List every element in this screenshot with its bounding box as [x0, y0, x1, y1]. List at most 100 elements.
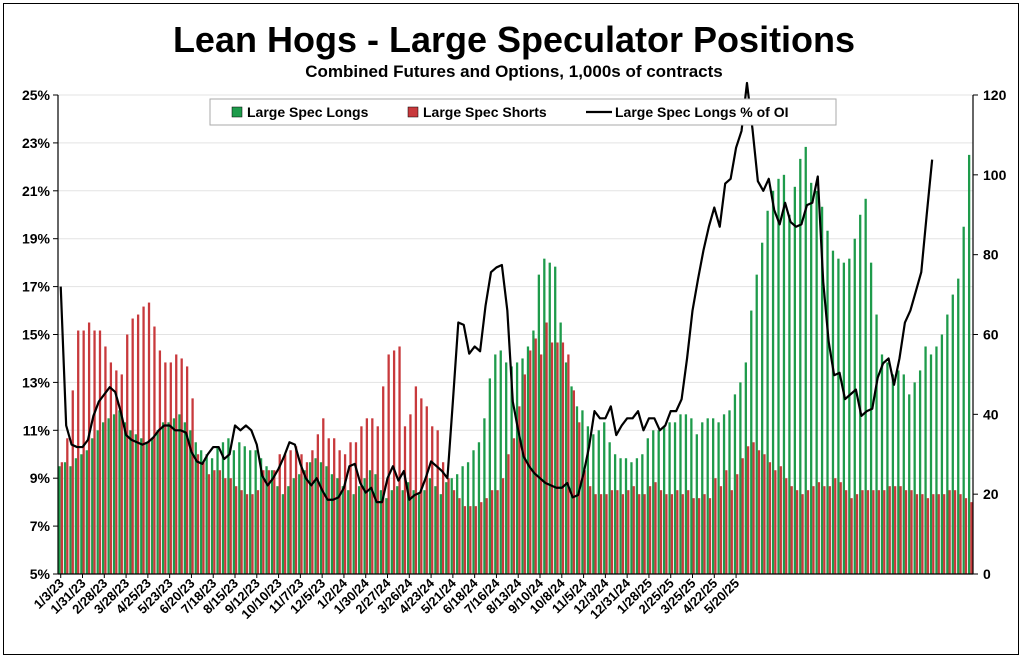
bar-long: [412, 490, 415, 574]
bar-short: [959, 494, 962, 574]
bar-long: [466, 462, 470, 574]
bar-short: [185, 366, 189, 574]
bar-short: [654, 482, 657, 574]
bar-long: [826, 230, 829, 574]
legend-label: Large Spec Longs % of OI: [615, 104, 788, 120]
chart-svg: Lean Hogs - Large Speculator Positions C…: [22, 19, 1007, 622]
bar-short: [523, 374, 526, 574]
bar-long: [303, 470, 306, 574]
bar-long: [172, 418, 176, 574]
bar-long: [281, 494, 285, 574]
bar-short: [327, 438, 330, 574]
bar-long: [428, 478, 432, 574]
bar-short: [665, 494, 668, 574]
bar-long: [771, 190, 775, 575]
bar-short: [839, 482, 842, 574]
bar-long: [189, 430, 192, 574]
bar-short: [894, 486, 897, 574]
bar-short: [474, 506, 477, 574]
bar-long: [967, 154, 971, 575]
bar-long: [662, 426, 666, 574]
bar-short: [485, 498, 488, 574]
bar-long: [379, 490, 383, 574]
bar-short: [71, 390, 74, 574]
bar-short: [697, 498, 701, 574]
bar-short: [115, 370, 118, 574]
bar-long: [456, 474, 459, 574]
bar-long: [744, 362, 747, 574]
bar-long: [85, 450, 88, 574]
bar-short: [425, 406, 428, 574]
bar-short: [556, 342, 559, 574]
bar-long: [761, 242, 764, 574]
bar-short: [305, 462, 309, 574]
bar-short: [289, 450, 292, 574]
bar-long: [134, 434, 137, 574]
bar-short: [136, 314, 140, 574]
bar-long: [276, 486, 279, 574]
bar-short: [387, 354, 390, 574]
bar-short: [817, 482, 821, 574]
bar-long: [140, 438, 143, 574]
bar-short: [774, 470, 777, 574]
bar-long: [902, 374, 905, 574]
bar-short: [403, 426, 407, 574]
bar-long: [554, 266, 557, 574]
bar-long: [575, 406, 579, 574]
bar-long: [875, 314, 878, 574]
left-tick-label: 7%: [30, 518, 51, 534]
bar-short: [60, 462, 64, 574]
line-group: [59, 81, 934, 504]
bar-long: [897, 370, 900, 574]
bar-short: [153, 326, 156, 574]
bar-short: [545, 322, 548, 574]
bar-short: [670, 494, 674, 574]
line-longs-pct-oi: [59, 81, 934, 504]
bar-short: [501, 478, 505, 574]
bar-short: [245, 494, 249, 574]
bar-long: [390, 490, 393, 574]
bar-long: [722, 414, 726, 574]
bar-short: [899, 486, 902, 574]
bar-short: [910, 490, 913, 574]
bar-long: [423, 490, 426, 574]
bar-short: [490, 490, 494, 574]
bar-short: [207, 474, 211, 574]
bar-short: [480, 502, 483, 574]
bar-short: [823, 486, 826, 574]
bar-short: [583, 470, 586, 574]
bar-short: [196, 454, 200, 574]
bar-long: [586, 426, 590, 574]
bar-short: [806, 490, 810, 574]
bar-short: [550, 342, 554, 574]
bar-short: [572, 390, 575, 574]
right-tick-label: 40: [983, 406, 999, 422]
bar-long: [712, 418, 715, 574]
bar-short: [850, 498, 853, 574]
bar-long: [842, 262, 846, 574]
bar-short: [224, 478, 227, 574]
bar-long: [96, 430, 99, 574]
bar-long: [265, 466, 268, 574]
bar-short: [338, 450, 341, 574]
bar-short: [855, 494, 859, 574]
bar-long: [385, 498, 388, 574]
bar-long: [940, 334, 944, 574]
bar-short: [790, 486, 793, 574]
bar-long: [374, 474, 377, 574]
bar-short: [284, 454, 287, 574]
chart-subtitle: Combined Futures and Options, 1,000s of …: [305, 62, 723, 81]
bar-long: [886, 362, 889, 574]
bar-short: [420, 398, 423, 574]
bar-short: [877, 490, 880, 574]
left-tick-label: 19%: [22, 231, 51, 247]
bar-short: [371, 418, 374, 574]
bar-short: [741, 458, 744, 574]
bar-short: [687, 490, 690, 574]
bar-short: [463, 506, 467, 574]
bar-short: [256, 490, 260, 574]
bar-long: [646, 438, 649, 574]
bar-long: [788, 214, 791, 574]
bar-short: [540, 354, 543, 574]
bar-long: [63, 462, 67, 574]
